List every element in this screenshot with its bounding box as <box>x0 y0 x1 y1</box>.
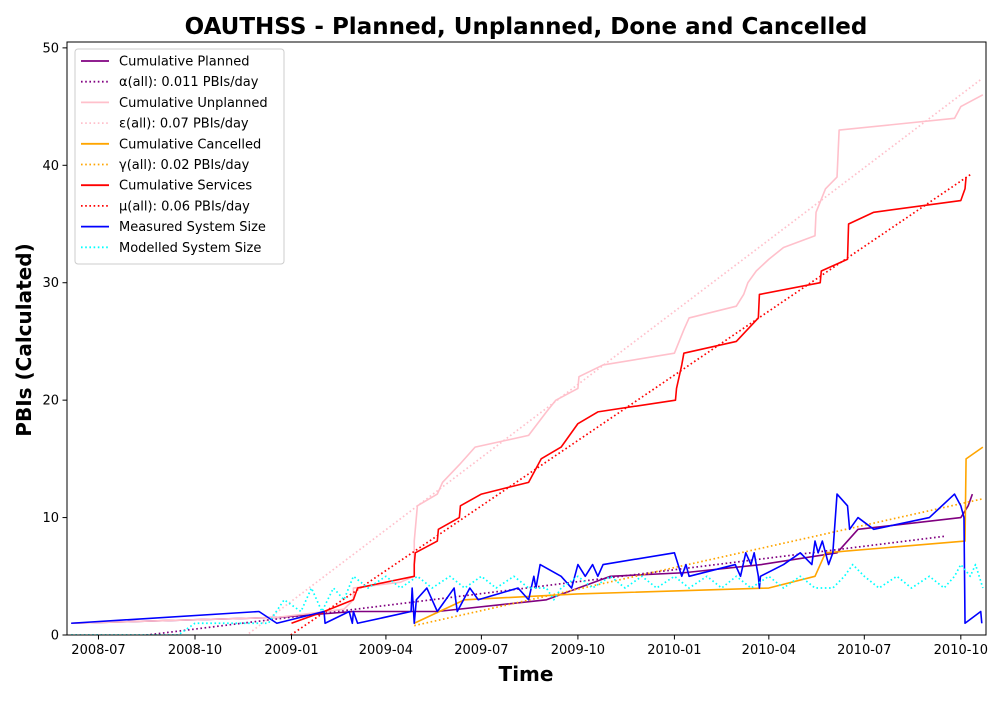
chart-title: OAUTHSS - Planned, Unplanned, Done and C… <box>185 14 868 40</box>
x-axis-label: Time <box>499 662 554 686</box>
legend-entry: Cumulative Services <box>81 179 252 194</box>
y-tick-label: 20 <box>42 394 59 409</box>
x-tick-label: 2008-07 <box>71 643 125 658</box>
plot-frame <box>66 41 987 636</box>
series-line-all-0-07-pbis-day <box>245 78 982 635</box>
x-tick-label: 2009-10 <box>551 643 605 658</box>
legend-label: γ(all): 0.02 PBIs/day <box>119 158 250 173</box>
legend-entry: ε(all): 0.07 PBIs/day <box>81 117 249 132</box>
x-tick-label: 2009-04 <box>359 643 413 658</box>
y-tick-label: 50 <box>42 41 59 56</box>
legend-label: α(all): 0.011 PBIs/day <box>119 75 259 90</box>
legend-label: Cumulative Services <box>119 179 252 194</box>
x-axis: 2008-07 2008-10 2009-01 2009-04 2009-07 2009-… <box>71 635 988 658</box>
y-axis: 0 10 20 30 40 50 <box>42 41 67 644</box>
legend-label: Cumulative Planned <box>119 55 249 70</box>
x-tick-label: 2009-07 <box>454 643 508 658</box>
series-line-all-0-06-pbis-day <box>289 173 971 635</box>
legend-label: Measured System Size <box>119 220 266 235</box>
legend-entry: μ(all): 0.06 PBIs/day <box>81 199 250 214</box>
y-tick-label: 0 <box>51 629 59 644</box>
plot-content <box>71 78 984 635</box>
legend-entry: Measured System Size <box>81 220 266 235</box>
legend-entry: α(all): 0.011 PBIs/day <box>81 75 259 90</box>
legend-label: Cumulative Cancelled <box>119 137 261 152</box>
legend-frame <box>74 48 285 265</box>
x-tick-label: 2010-10 <box>934 643 988 658</box>
x-tick-label: 2010-04 <box>742 643 796 658</box>
legend-entry: Cumulative Planned <box>81 55 249 70</box>
series-line-cumulative-cancelled <box>413 446 984 624</box>
series-line-measured-system-size <box>71 493 983 625</box>
legend-label: μ(all): 0.06 PBIs/day <box>119 199 250 214</box>
legend-label: Modelled System Size <box>119 241 261 256</box>
x-tick-label: 2009-01 <box>264 643 318 658</box>
x-tick-label: 2010-01 <box>647 643 701 658</box>
legend-entry: Modelled System Size <box>81 241 261 256</box>
legend-entry: γ(all): 0.02 PBIs/day <box>81 158 250 173</box>
legend-label: ε(all): 0.07 PBIs/day <box>119 117 249 132</box>
series-line-cumulative-unplanned <box>71 94 984 625</box>
legend-entry: Cumulative Cancelled <box>81 137 261 152</box>
x-tick-label: 2008-10 <box>168 643 222 658</box>
legend-label: Cumulative Unplanned <box>119 96 268 111</box>
y-tick-label: 10 <box>42 511 59 526</box>
y-axis-label: PBIs (Calculated) <box>12 243 36 436</box>
series-line-cumulative-services <box>291 176 967 625</box>
series-line-all-0-02-pbis-day <box>414 497 984 627</box>
y-tick-label: 40 <box>42 159 59 174</box>
series-line-cumulative-planned <box>71 493 974 625</box>
legend: Cumulative Planned α(all): 0.011 PBIs/day… <box>74 48 285 265</box>
y-tick-label: 30 <box>42 276 59 291</box>
legend-entry: Cumulative Unplanned <box>81 96 268 111</box>
x-tick-label: 2010-07 <box>837 643 891 658</box>
